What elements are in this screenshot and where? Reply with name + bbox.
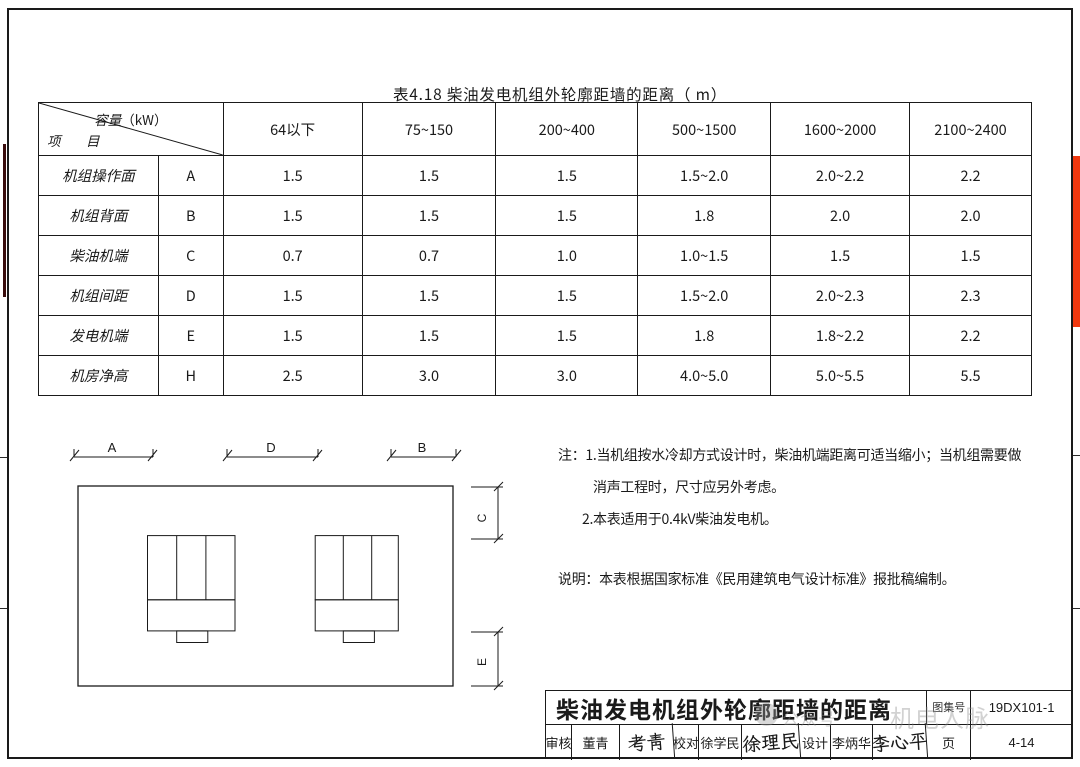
svg-text:A: A [108, 440, 117, 455]
svg-text:C: C [475, 513, 489, 522]
svg-text:B: B [418, 440, 427, 455]
svg-text:D: D [266, 440, 275, 455]
svg-text:E: E [475, 658, 489, 666]
